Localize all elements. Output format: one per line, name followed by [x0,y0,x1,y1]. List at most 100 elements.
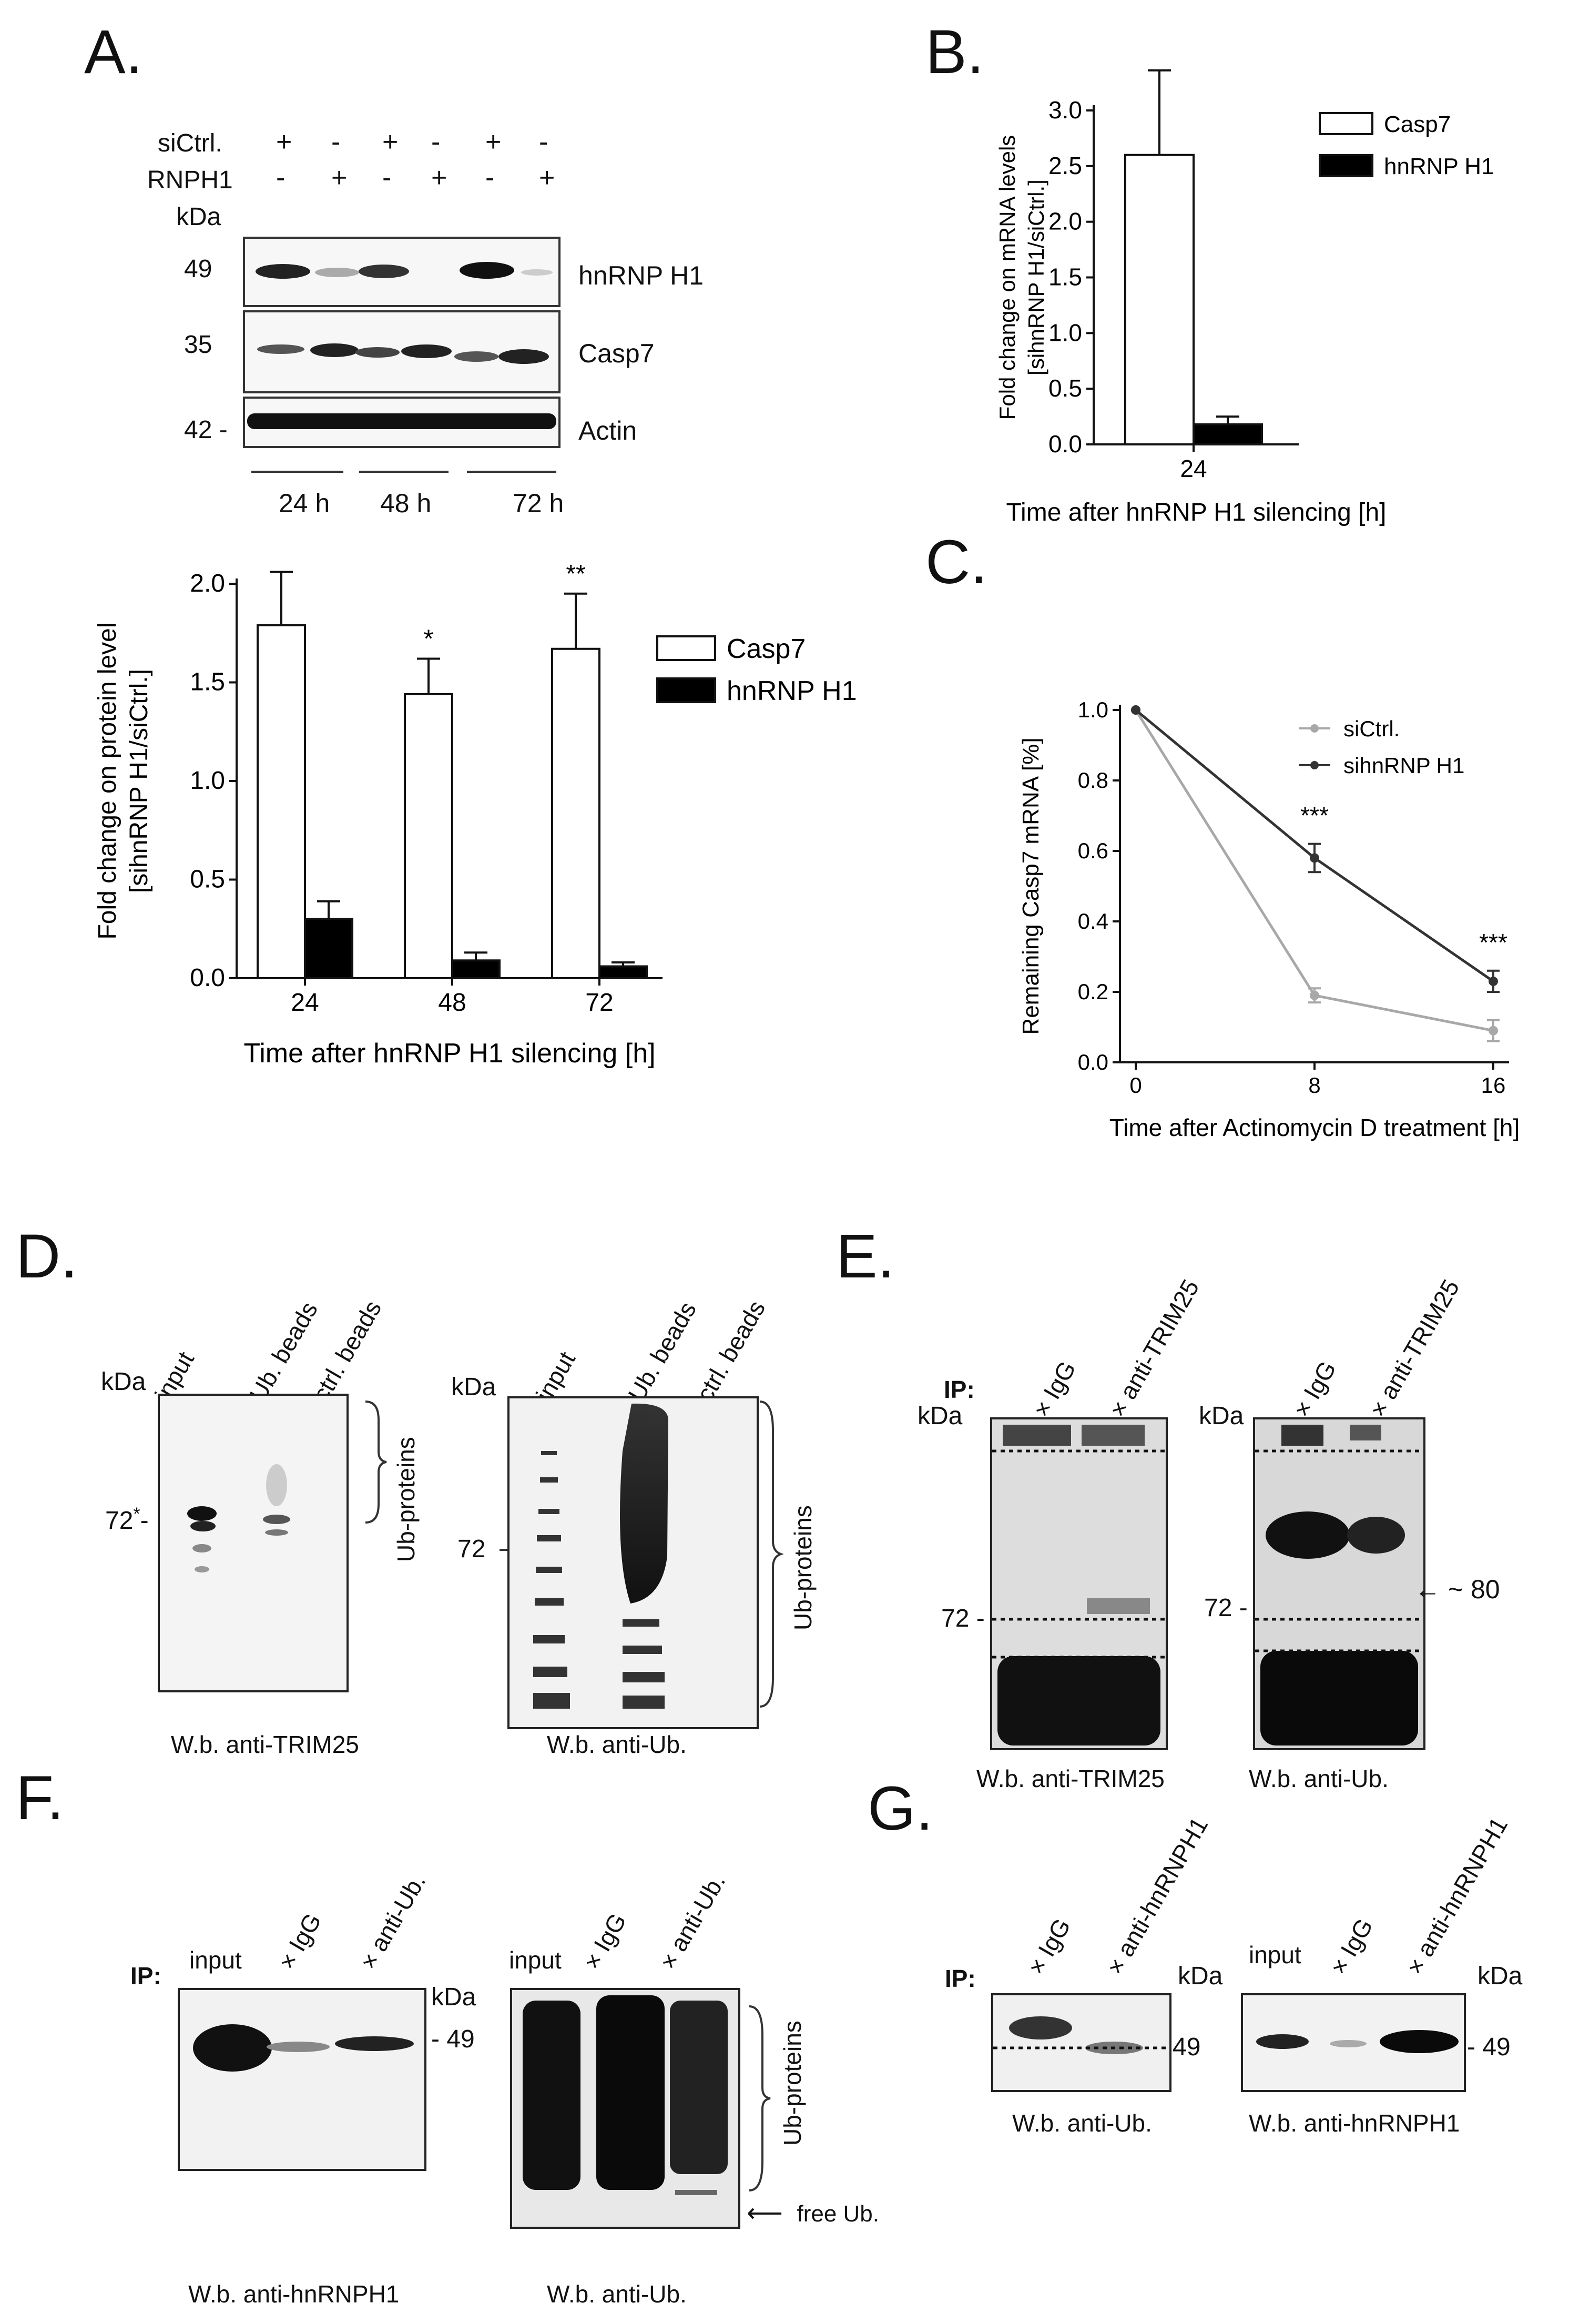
kda-label-g-right: kDa [1478,1962,1523,1990]
chart-c-casp7-mrna-decay: 0.0 0.2 0.4 0.6 0.8 1.0 0 8 16 *** *** siCtrl. sihnR… [1018,697,1520,1141]
data-point [1489,1026,1498,1036]
legend-swatch [656,635,716,661]
lane-e-right-igg: × IgG [1288,1356,1342,1422]
lane-f-left-input: input [189,1946,242,1974]
time-72h: 72 h [513,489,564,518]
sign-r0-c3: - [431,127,441,157]
marker-42: 42 - [184,416,228,444]
sign-r1-c3: + [431,163,447,193]
bracket-d-right [759,1401,783,1708]
caption-d-left: W.b. anti-TRIM25 [171,1731,359,1758]
x-tick-label: 16 [1481,1073,1506,1098]
panel-label-f: F. [16,1763,64,1833]
marker-d-72-left: 72*- [105,1504,149,1535]
lane-f-left-anti-ub: × anti-Ub. [354,1869,431,1974]
time-line-72 [467,471,556,473]
marker-35: 35 [184,331,212,359]
caption-e-right: W.b. anti-Ub. [1249,1765,1389,1792]
lane-f-left-igg: × IgG [273,1908,327,1974]
caption-g-right: W.b. anti-hnRNPH1 [1249,2109,1460,2137]
sign-r1-c4: - [485,163,495,193]
lane-e-left-anti-trim25-label: anti-TRIM25 [1114,1274,1205,1404]
sign-r0-c5: - [539,127,548,157]
lane-g-left-anti-hnrnph1-label: anti-hnRNPH1 [1111,1812,1214,1962]
legend-swatch [1319,112,1373,135]
caption-d-right: W.b. anti-Ub. [547,1731,687,1758]
blot-casp7 [243,310,561,393]
y-tick-label: 1.0 [190,767,225,795]
significance-marker: *** [1300,802,1329,829]
y-tick-label: 0.8 [1078,768,1108,793]
lane-f-right-input: input [509,1946,562,1974]
sign-r1-c5: + [539,163,555,193]
legend-label: hnRNP H1 [727,676,857,706]
significance-marker: ** [271,557,291,566]
bar-casp7 [551,647,600,979]
y-tick-label: 1.0 [1078,697,1108,722]
caption-f-left: W.b. anti-hnRNPH1 [188,2280,400,2308]
lane-g-left-igg: × IgG [1022,1913,1076,1980]
ip-label-f: IP: [130,1962,161,1990]
band-hnrnph1: hnRNP H1 [578,261,704,290]
x-tick-label: 48 [438,989,466,1017]
panel-label-e: E. [836,1222,895,1291]
legend-label: hnRNP H1 [1384,154,1494,179]
y-tick-label: 1.0 [1048,319,1082,346]
sign-r0-c4: + [485,127,502,157]
lane-d-right-ub-beads: Ub. beads [623,1296,701,1406]
y-tick-label: 2.5 [1048,152,1082,179]
marker-e-72-left: 72 - [941,1605,985,1632]
significance-marker: * [1155,53,1164,64]
lane-f-right-anti-ub: × anti-Ub. [654,1869,731,1974]
blot-e-anti-trim25 [990,1417,1168,1750]
kda-label-e-left: kDa [918,1402,963,1430]
lane-f-left-igg-label: IgG [283,1908,327,1956]
blot-d-anti-ub [507,1396,759,1729]
sign-r1-c1: + [331,163,348,193]
legend-label: sihnRNP H1 [1343,753,1464,778]
lane-f-right-igg: × IgG [578,1908,632,1974]
ip-label-e: IP: [944,1376,975,1403]
kda-label-e-right: kDa [1199,1402,1244,1430]
x-tick-label: 8 [1308,1073,1320,1098]
marker-g-49-right: - 49 [1467,2033,1511,2061]
x-axis-label: Time after hnRNP H1 silencing [h] [243,1038,655,1069]
legend-label: siCtrl. [1343,716,1400,741]
legend-label: Casp7 [727,634,806,664]
arrow-f-free-ub-label: free Ub. [797,2201,879,2227]
y-tick-label: 0.6 [1078,838,1108,863]
panel-label-a: A. [84,17,143,87]
row-label-sictrl: siCtrl. [158,129,222,157]
blot-g-anti-hnrnph1 [1241,1993,1466,2092]
time-48h: 48 h [380,489,432,518]
panel-label-b: B. [925,17,984,87]
sign-r1-c0: - [276,163,286,193]
row-label-rnph1: RNPH1 [147,166,233,194]
data-point [1310,853,1319,863]
sign-r0-c2: + [382,127,399,157]
caption-g-left: W.b. anti-Ub. [1012,2109,1152,2137]
lane-g-right-anti-hnrnph1: × anti-hnRNPH1 [1401,1812,1513,1980]
y-tick-label: 2.0 [1048,208,1082,235]
band-casp7: Casp7 [578,339,655,368]
chart-a-protein-fold-change: 0.0 0.5 1.0 1.5 2.0 24 ** 48 * 72 ** Time after hnR… [94,557,857,1069]
kda-label: kDa [176,203,221,231]
lane-g-left-igg-label: IgG [1032,1913,1076,1962]
blot-d-anti-trim25 [158,1394,349,1692]
lane-g-left-anti-hnrnph1: × anti-hnRNPH1 [1101,1812,1214,1980]
marker-g-49-left: 49 [1173,2033,1201,2061]
marker-d-72-right-tick [500,1549,507,1551]
time-24h: 24 h [279,489,330,518]
bar-casp7 [404,693,453,979]
kda-label-d-left: kDa [101,1368,146,1396]
y-tick-label: 0.0 [1048,430,1082,458]
lane-f-left-anti-ub-label: anti-Ub. [364,1869,431,1956]
y-tick-label: 0.5 [1048,374,1082,402]
significance-marker: *** [1479,929,1507,956]
time-line-24 [251,471,343,473]
bar-hnrnp-h1 [304,918,353,979]
lane-f-right-anti-ub-label: anti-Ub. [664,1869,731,1956]
y-tick-label: 1.5 [1048,263,1082,291]
x-tick-label: 72 [585,989,613,1017]
caption-e-left: W.b. anti-TRIM25 [976,1765,1165,1792]
